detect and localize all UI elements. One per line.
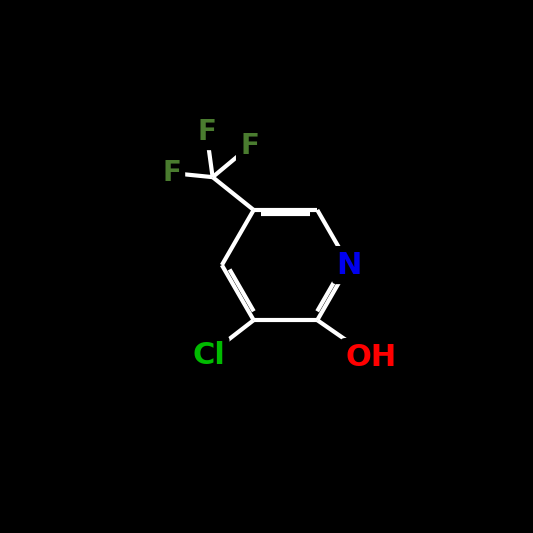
Text: OH: OH (345, 343, 396, 372)
Text: F: F (162, 159, 181, 187)
Text: F: F (240, 132, 259, 160)
Text: N: N (336, 251, 362, 280)
Text: F: F (197, 118, 216, 146)
Text: Cl: Cl (192, 341, 225, 369)
